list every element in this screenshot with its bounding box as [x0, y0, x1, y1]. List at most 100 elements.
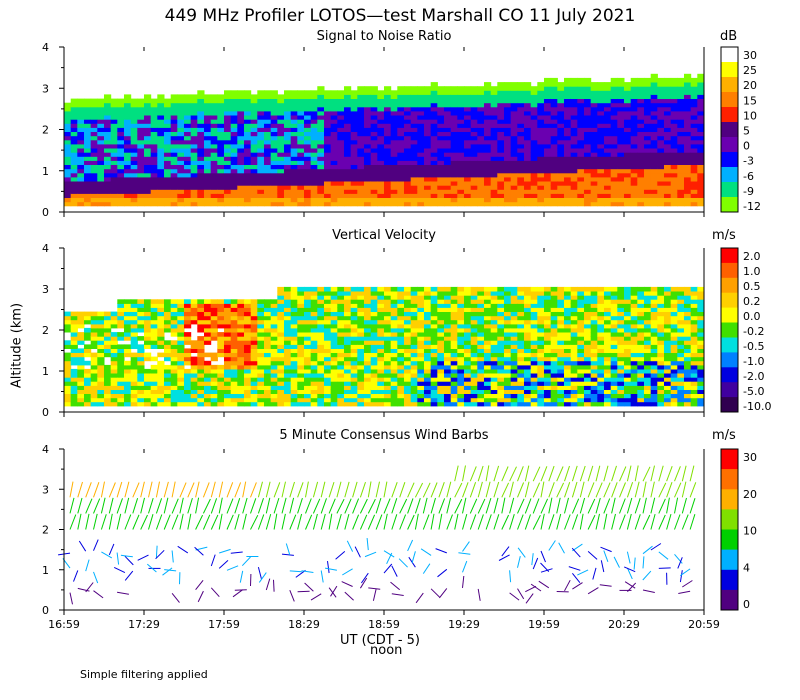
snr-cell — [544, 131, 552, 137]
snr-cell — [64, 193, 72, 198]
snr-cell — [510, 102, 518, 108]
snr-cell — [597, 102, 605, 108]
snr-cell — [537, 123, 545, 128]
snr-cell — [184, 172, 192, 178]
snr-cell — [117, 201, 125, 207]
snr-cell — [464, 131, 472, 137]
velocity-cell — [97, 401, 105, 407]
velocity-cell — [370, 303, 378, 308]
velocity-cell — [357, 291, 365, 296]
snr-cell — [617, 148, 625, 153]
velocity-cell — [104, 377, 112, 382]
snr-cell — [537, 148, 545, 153]
snr-cell — [510, 139, 518, 145]
snr-cell — [84, 139, 92, 145]
snr-cell — [317, 176, 325, 182]
velocity-cell — [124, 299, 132, 304]
snr-cell — [644, 123, 652, 128]
velocity-cell — [144, 332, 152, 337]
snr-cell — [677, 127, 685, 132]
velocity-cell — [417, 348, 425, 353]
velocity-cell — [190, 311, 198, 317]
snr-cell — [404, 98, 412, 104]
snr-cell — [410, 90, 418, 95]
velocity-cell — [477, 401, 485, 407]
snr-cell — [517, 131, 525, 137]
snr-cell — [544, 193, 552, 198]
snr-cell — [470, 135, 478, 141]
velocity-cell — [257, 385, 265, 390]
velocity-cell — [577, 340, 585, 345]
snr-cell — [150, 131, 158, 137]
velocity-cell — [584, 336, 592, 341]
snr-cell — [164, 197, 172, 203]
snr-cell — [117, 176, 125, 182]
snr-cell — [137, 119, 145, 124]
snr-cell — [550, 143, 558, 149]
snr-cell — [170, 115, 178, 120]
snr-cell — [290, 90, 298, 95]
snr-cell — [490, 189, 498, 194]
snr-cell — [530, 143, 538, 149]
snr-cell — [517, 106, 525, 112]
snr-cell — [177, 127, 185, 132]
snr-cell — [210, 115, 218, 120]
snr-cell — [297, 176, 305, 182]
snr-cell — [670, 201, 678, 207]
velocity-cell — [457, 315, 465, 321]
snr-cell — [510, 148, 518, 153]
snr-cell — [597, 156, 605, 161]
snr-cell — [590, 143, 598, 149]
snr-cell — [597, 110, 605, 116]
velocity-cell — [230, 356, 238, 362]
snr-cell — [670, 152, 678, 157]
velocity-cell — [384, 352, 392, 358]
snr-cell — [697, 185, 705, 190]
snr-cell — [464, 189, 472, 194]
velocity-cell — [344, 348, 352, 353]
velocity-cell — [597, 364, 605, 370]
velocity-cell — [437, 397, 445, 403]
velocity-cell — [97, 368, 105, 374]
snr-cell — [357, 185, 365, 190]
velocity-cell — [277, 319, 285, 325]
velocity-cell — [437, 291, 445, 296]
snr-cell — [470, 119, 478, 124]
snr-cell — [144, 152, 152, 157]
snr-cell — [364, 164, 372, 170]
snr-cell — [70, 110, 78, 116]
snr-cell — [397, 139, 405, 145]
snr-cell — [170, 201, 178, 207]
snr-cell — [644, 160, 652, 165]
velocity-cell — [490, 295, 498, 300]
snr-cell — [664, 119, 672, 124]
velocity-cell — [237, 364, 245, 370]
velocity-cell — [204, 315, 212, 321]
velocity-cell — [144, 385, 152, 390]
velocity-cell — [530, 352, 538, 358]
velocity-cell — [217, 393, 225, 399]
colorbar-label: 5 — [743, 125, 750, 138]
velocity-cell — [504, 368, 512, 374]
snr-cell — [210, 185, 218, 190]
snr-cell — [664, 172, 672, 178]
snr-cell — [690, 110, 698, 116]
velocity-cell — [124, 311, 132, 317]
snr-cell — [144, 172, 152, 178]
snr-cell — [390, 90, 398, 95]
snr-cell — [584, 176, 592, 182]
velocity-cell — [184, 389, 192, 394]
snr-cell — [90, 164, 98, 170]
snr-cell — [304, 156, 312, 161]
snr-cell — [130, 115, 138, 120]
snr-cell — [204, 143, 212, 149]
snr-cell — [557, 164, 565, 170]
velocity-cell — [330, 323, 338, 329]
snr-cell — [524, 156, 532, 161]
snr-cell — [577, 94, 585, 99]
velocity-cell — [537, 397, 545, 403]
velocity-cell — [564, 319, 572, 325]
snr-cell — [524, 135, 532, 141]
snr-cell — [277, 160, 285, 165]
snr-cell — [444, 110, 452, 116]
